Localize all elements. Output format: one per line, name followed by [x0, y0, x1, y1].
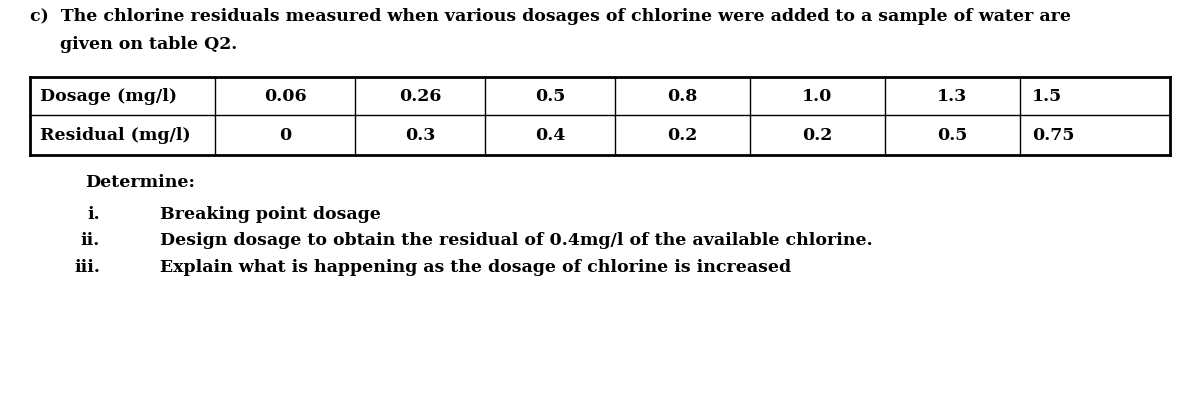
Text: ii.: ii.: [80, 232, 100, 249]
Text: Breaking point dosage: Breaking point dosage: [160, 205, 380, 222]
Text: 0.26: 0.26: [398, 88, 442, 105]
Text: 0.2: 0.2: [667, 127, 697, 144]
Text: 0: 0: [278, 127, 292, 144]
Text: iii.: iii.: [74, 258, 100, 275]
Text: Residual (mg/l): Residual (mg/l): [40, 127, 191, 144]
Text: 1.5: 1.5: [1032, 88, 1062, 105]
Text: Dosage (mg/l): Dosage (mg/l): [40, 88, 178, 105]
Text: 0.5: 0.5: [535, 88, 565, 105]
Text: 0.5: 0.5: [937, 127, 967, 144]
Text: 0.4: 0.4: [535, 127, 565, 144]
Text: 0.3: 0.3: [404, 127, 436, 144]
Text: given on table Q2.: given on table Q2.: [30, 36, 238, 53]
Text: 0.06: 0.06: [264, 88, 306, 105]
Text: 1.3: 1.3: [937, 88, 967, 105]
Text: Determine:: Determine:: [85, 174, 194, 190]
Text: 0.75: 0.75: [1032, 127, 1074, 144]
Text: i.: i.: [88, 205, 100, 222]
Text: Design dosage to obtain the residual of 0.4mg/l of the available chlorine.: Design dosage to obtain the residual of …: [160, 232, 872, 249]
Text: 0.2: 0.2: [803, 127, 833, 144]
Text: 1.0: 1.0: [803, 88, 833, 105]
Text: Explain what is happening as the dosage of chlorine is increased: Explain what is happening as the dosage …: [160, 258, 791, 275]
Text: 0.8: 0.8: [667, 88, 697, 105]
Text: c)  The chlorine residuals measured when various dosages of chlorine were added : c) The chlorine residuals measured when …: [30, 8, 1072, 25]
